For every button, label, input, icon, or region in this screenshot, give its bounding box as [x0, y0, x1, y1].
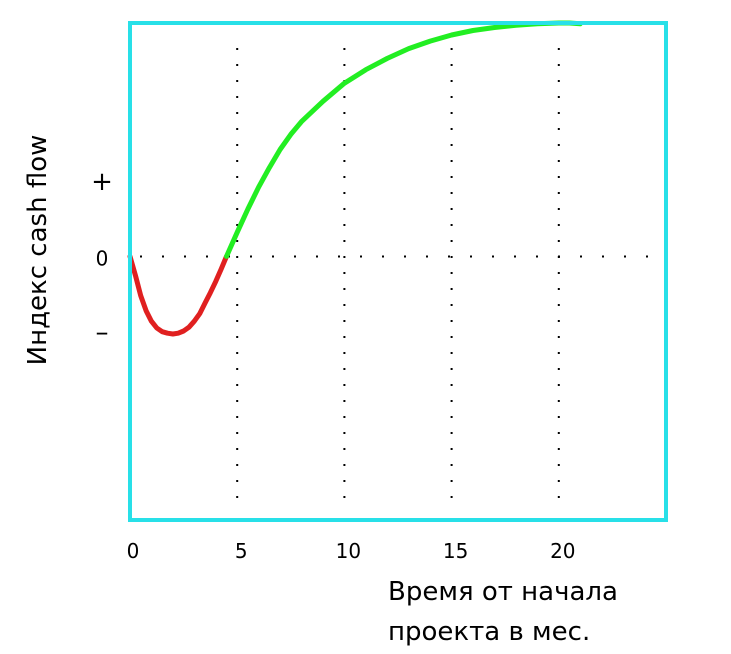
series-layer: [127, 20, 583, 337]
x-tick-label-10: 10: [336, 539, 361, 563]
y-tick-labels: +0 –: [91, 167, 113, 348]
plot-frame: [128, 21, 668, 522]
y-tick-label-1: +: [91, 167, 113, 197]
x-tick-labels: 0 5 10 15 20: [127, 539, 576, 563]
series-line-1: [127, 253, 229, 337]
x-axis-title-line-2: проекта в мес.: [388, 617, 590, 647]
x-tick-label-20: 20: [550, 539, 575, 563]
y-tick-label-2: 0: [96, 246, 109, 270]
series-line-2: [224, 20, 583, 259]
x-tick-label-15: 15: [443, 539, 468, 563]
y-axis-title: Индекс cash flow: [23, 135, 53, 366]
y-tick-label-3: –: [96, 318, 109, 348]
x-axis-title-line-1: Время от начала: [388, 577, 618, 607]
x-tick-label-5: 5: [235, 539, 248, 563]
grid-layer: [140, 48, 666, 500]
x-tick-label-0: 0: [127, 539, 140, 563]
